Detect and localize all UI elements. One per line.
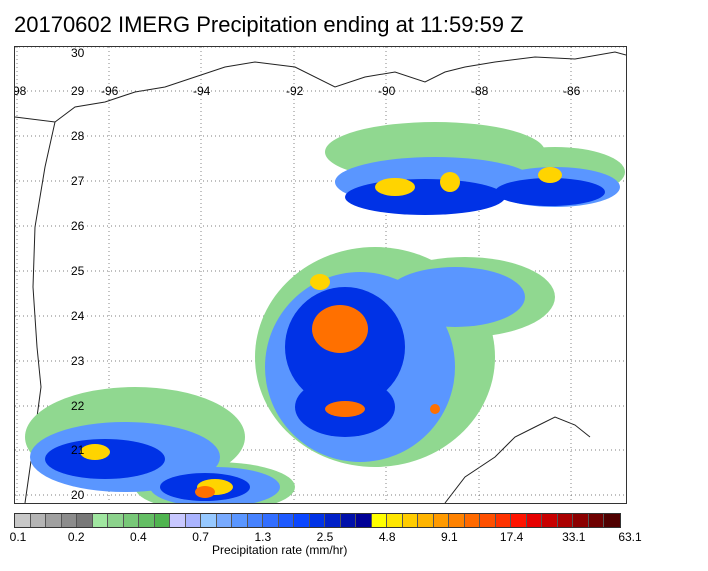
- precip-blob: [80, 444, 110, 460]
- colorbar-tick-label: 33.1: [562, 530, 586, 544]
- colorbar-tick-label: 0.2: [67, 530, 85, 544]
- colorbar-swatch: [433, 514, 449, 527]
- precip-blob: [538, 167, 562, 183]
- colorbar-swatch: [402, 514, 418, 527]
- colorbar-swatch: [15, 514, 31, 527]
- colorbar-swatch: [542, 514, 558, 527]
- colorbar-swatch: [309, 514, 325, 527]
- lon-label: -88: [471, 84, 489, 98]
- lat-label: 23: [71, 354, 85, 368]
- colorbar-tick-label: 0.1: [9, 530, 27, 544]
- colorbar-swatch: [61, 514, 77, 527]
- lat-label: 22: [71, 399, 85, 413]
- colorbar-swatch: [356, 514, 372, 527]
- colorbar-swatch: [418, 514, 434, 527]
- lon-label: -92: [286, 84, 304, 98]
- colorbar-tick-label: 0.7: [192, 530, 209, 544]
- precip-blob: [440, 172, 460, 192]
- colorbar-tick-label: 0.4: [130, 530, 147, 544]
- colorbar-tick-label: 9.1: [441, 530, 458, 544]
- precip-blob: [310, 274, 330, 290]
- precip-blob: [495, 178, 605, 206]
- lat-label: 28: [71, 129, 85, 143]
- colorbar-swatch: [526, 514, 542, 527]
- coastline-yucatan: [444, 416, 591, 503]
- colorbar-swatch: [340, 514, 356, 527]
- lon-label: -96: [101, 84, 119, 98]
- colorbar-swatch: [232, 514, 248, 527]
- lon-label: -86: [563, 84, 581, 98]
- lat-label: 30: [71, 46, 85, 60]
- colorbar-swatch: [573, 514, 589, 527]
- colorbar-title: Precipitation rate (mm/hr): [212, 543, 348, 557]
- lon-label: -98: [14, 84, 27, 98]
- colorbar-swatch: [201, 514, 217, 527]
- lat-label: 21: [71, 443, 85, 457]
- colorbar-swatch: [216, 514, 232, 527]
- colorbar-swatch: [185, 514, 201, 527]
- lat-label: 27: [71, 174, 85, 188]
- colorbar-swatch: [123, 514, 139, 527]
- colorbar-swatch: [46, 514, 62, 527]
- colorbar-tick-label: 1.3: [254, 530, 272, 544]
- precip-blob: [375, 178, 415, 196]
- gridlines: [15, 47, 626, 503]
- colorbar-swatch: [108, 514, 124, 527]
- colorbar-swatch: [325, 514, 341, 527]
- colorbar-swatch: [495, 514, 511, 527]
- lon-label: -90: [378, 84, 396, 98]
- precip-blob: [345, 179, 505, 215]
- precip-blob: [385, 267, 525, 327]
- colorbar-tick-label: 17.4: [499, 530, 524, 544]
- precipitation-map: -98 -96 -94 -92 -90 -88 -86 30 29 28 27 26 25 24 23 22 2…: [14, 46, 627, 504]
- precip-blob: [325, 401, 365, 417]
- precip-blob: [195, 486, 215, 498]
- colorbar-swatch: [30, 514, 46, 527]
- lat-label: 20: [71, 488, 85, 502]
- colorbar-tick-label: 63.1: [618, 530, 642, 544]
- map-canvas: [15, 47, 626, 503]
- precip-blob: [312, 305, 368, 353]
- lon-label: -94: [193, 84, 211, 98]
- colorbar-tick-label: 4.8: [378, 530, 396, 544]
- colorbar-swatch: [604, 514, 620, 527]
- lat-label: 24: [71, 309, 85, 323]
- colorbar-swatch: [480, 514, 496, 527]
- map-title: 20170602 IMERG Precipitation ending at 1…: [14, 12, 524, 37]
- colorbar-tick-label: 2.5: [316, 530, 334, 544]
- colorbar-swatch: [511, 514, 527, 527]
- colorbar-swatch: [278, 514, 294, 527]
- colorbar-swatch: [464, 514, 480, 527]
- precip-blob: [430, 404, 440, 414]
- precip-blob: [45, 439, 165, 479]
- colorbar-swatch: [588, 514, 604, 527]
- coastline: [15, 51, 626, 123]
- precipitation-field: [25, 122, 625, 503]
- colorbar: [14, 513, 621, 528]
- colorbar-swatch: [449, 514, 465, 527]
- colorbar-swatch: [371, 514, 387, 527]
- lat-label: 26: [71, 219, 85, 233]
- colorbar-swatch: [294, 514, 310, 527]
- lat-label: 29: [71, 84, 85, 98]
- colorbar-swatch: [263, 514, 279, 527]
- colorbar-swatch: [77, 514, 93, 527]
- colorbar-swatch: [387, 514, 403, 527]
- colorbar-swatch: [139, 514, 155, 527]
- lat-label: 25: [71, 264, 85, 278]
- colorbar-swatch: [247, 514, 263, 527]
- colorbar-swatch: [170, 514, 186, 527]
- colorbar-swatch: [92, 514, 108, 527]
- colorbar-swatch: [154, 514, 170, 527]
- colorbar-swatch: [557, 514, 573, 527]
